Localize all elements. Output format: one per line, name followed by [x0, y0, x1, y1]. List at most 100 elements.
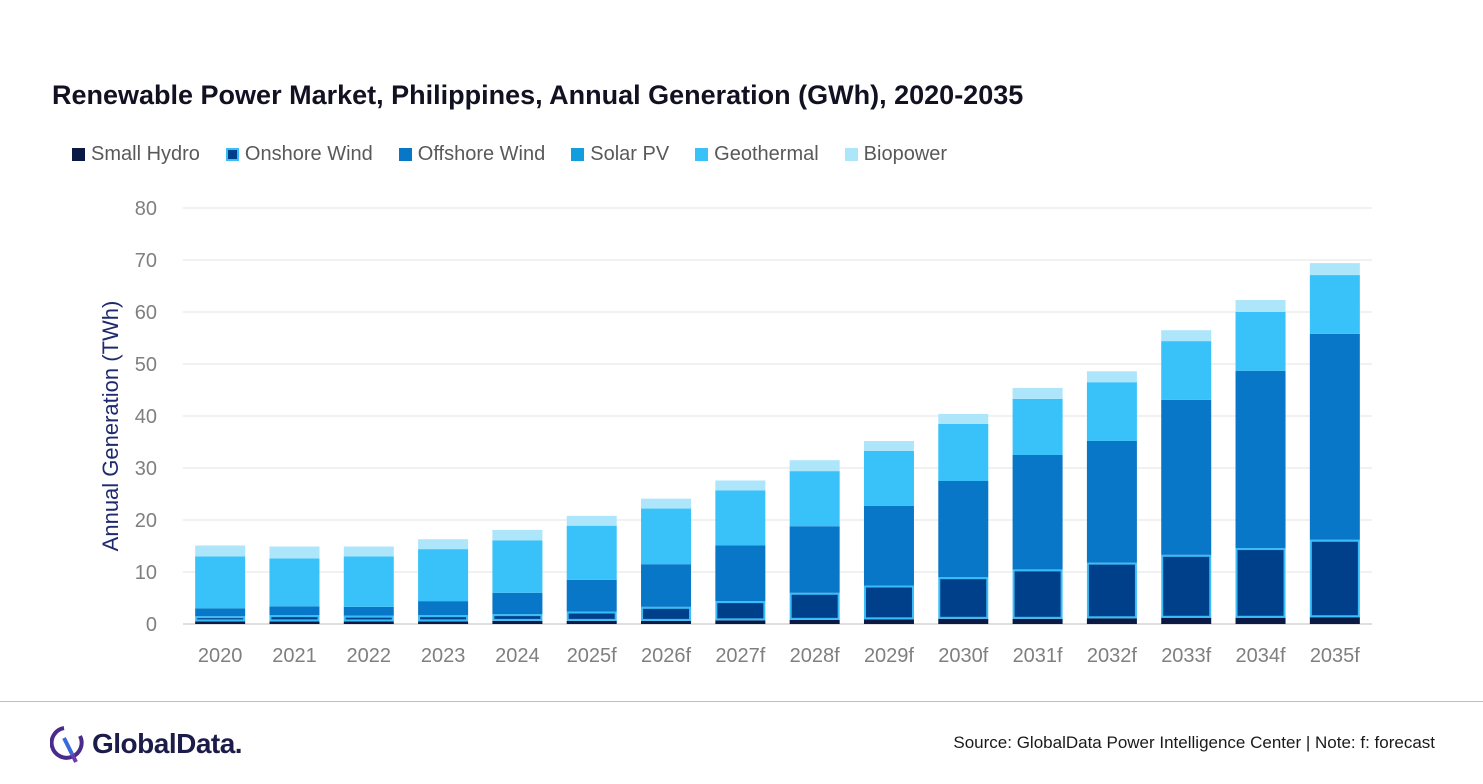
- x-tick-label: 2035f: [1310, 645, 1360, 667]
- y-tick-label: 70: [135, 250, 157, 272]
- bar-segment-onshore-wind: [1235, 548, 1286, 618]
- bar-segment-geothermal: [1235, 312, 1286, 371]
- bar-segment-small-hydro: [195, 621, 246, 624]
- source-note: Source: GlobalData Power Intelligence Ce…: [953, 733, 1435, 752]
- bar-segment-offshore-wind: [789, 526, 840, 593]
- bar-segment-onshore-wind: [863, 585, 914, 620]
- footer-divider: [0, 701, 1483, 702]
- legend-label: Biopower: [863, 143, 948, 165]
- bar-segment-offshore-wind: [343, 606, 394, 616]
- bar-segment-onshore-wind: [789, 592, 840, 620]
- bar-segment-offshore-wind: [195, 608, 246, 617]
- bar-segment-geothermal: [269, 558, 320, 607]
- x-tick-label: 2024: [495, 645, 540, 667]
- bar-segment-geothermal: [195, 556, 246, 609]
- bar-segment-biopower: [1309, 263, 1360, 276]
- bar-segment-onshore-wind: [1086, 562, 1137, 619]
- x-tick-label: 2021: [272, 645, 317, 667]
- bar-segment-onshore-wind: [418, 615, 469, 622]
- bar-segment-onshore-wind: [269, 615, 320, 622]
- bar-segment-small-hydro: [1161, 617, 1212, 624]
- bar-segment-offshore-wind: [863, 505, 914, 586]
- bar-segment-geothermal: [789, 471, 840, 527]
- x-tick-label: 2022: [347, 645, 392, 667]
- bar-segment-geothermal: [1161, 341, 1212, 400]
- bar-segment-onshore-wind: [715, 601, 766, 621]
- x-tick-label: 2033f: [1161, 645, 1211, 667]
- x-tick-label: 2025f: [567, 645, 617, 667]
- bar-segment-onshore-wind: [1161, 554, 1212, 618]
- x-tick-label: 2028f: [790, 645, 840, 667]
- bar-segment-small-hydro: [1235, 617, 1286, 624]
- bar-segment-geothermal: [1086, 382, 1137, 441]
- bar-segment-onshore-wind: [492, 614, 543, 621]
- bar-segment-geothermal: [566, 525, 617, 580]
- bar-segment-offshore-wind: [1309, 333, 1360, 540]
- y-tick-label: 60: [135, 302, 157, 324]
- bar-segment-small-hydro: [863, 619, 914, 624]
- legend: Small Hydro Onshore Wind Offshore Wind Sola…: [72, 143, 973, 166]
- bar-segment-biopower: [789, 460, 840, 472]
- bar-segment-small-hydro: [789, 619, 840, 624]
- bar-segment-onshore-wind: [1309, 539, 1360, 618]
- x-tick-label: 2027f: [715, 645, 765, 667]
- bar-segment-onshore-wind: [343, 615, 394, 622]
- bar-segment-small-hydro: [1086, 618, 1137, 624]
- legend-swatch: [844, 148, 858, 161]
- bar-segment-geothermal: [1309, 275, 1360, 334]
- bar-segment-offshore-wind: [492, 592, 543, 615]
- legend-label: Offshore Wind: [417, 143, 546, 165]
- bar-segment-offshore-wind: [641, 564, 692, 607]
- legend-label: Geothermal: [714, 143, 819, 165]
- bar-segment-biopower: [1161, 330, 1212, 342]
- bar-segment-small-hydro: [715, 620, 766, 624]
- legend-label: Onshore Wind: [244, 143, 373, 165]
- chart-area: 0 10 20 30 40 50 60 70 80 Annual Generation (TWh)…: [98, 198, 1372, 667]
- bar-segment-geothermal: [343, 556, 394, 607]
- bar-segment-geothermal: [715, 490, 766, 546]
- legend-swatch: [695, 148, 709, 161]
- bar-segment-biopower: [715, 480, 766, 491]
- bar-segment-offshore-wind: [1235, 370, 1286, 549]
- globaldata-logo: GlobalData.: [50, 724, 243, 764]
- legend-item-onshore-wind: Onshore Wind: [225, 143, 373, 166]
- bar-segment-biopower: [418, 539, 469, 550]
- bar-segment-geothermal: [492, 540, 543, 593]
- bar-segment-offshore-wind: [938, 481, 989, 578]
- bar-segment-biopower: [195, 545, 246, 557]
- y-tick-label: 10: [135, 562, 157, 584]
- legend-swatch: [398, 148, 412, 161]
- legend-item-offshore-wind: Offshore Wind: [398, 143, 546, 166]
- x-tick-label: 2034f: [1236, 645, 1286, 667]
- y-tick-label: 20: [135, 510, 157, 532]
- bar-segment-biopower: [269, 546, 320, 559]
- y-tick-label: 50: [135, 354, 157, 376]
- x-tick-label: 2026f: [641, 645, 691, 667]
- globaldata-logo-icon: [50, 726, 84, 763]
- bar-segment-biopower: [641, 498, 692, 509]
- bar-segment-offshore-wind: [715, 545, 766, 602]
- bar-segment-onshore-wind: [566, 611, 617, 621]
- bar-segment-small-hydro: [641, 620, 692, 624]
- bar-segment-small-hydro: [938, 618, 989, 624]
- chart-title: Renewable Power Market, Philippines, Ann…: [52, 80, 1024, 110]
- bar-segment-small-hydro: [566, 620, 617, 624]
- bar-segment-small-hydro: [343, 621, 394, 624]
- bar-segment-biopower: [343, 546, 394, 557]
- legend-label: Small Hydro: [91, 143, 200, 165]
- legend-swatch: [72, 148, 85, 161]
- bar-segment-small-hydro: [418, 621, 469, 624]
- bar-segment-onshore-wind: [938, 577, 989, 619]
- y-tick-label: 80: [135, 198, 157, 220]
- x-tick-label: 2030f: [938, 645, 988, 667]
- bar-segment-onshore-wind: [1012, 569, 1063, 619]
- legend-item-geothermal: Geothermal: [695, 143, 819, 166]
- bar-segment-biopower: [938, 413, 989, 424]
- bar-segment-biopower: [1235, 300, 1286, 312]
- legend-swatch: [571, 148, 585, 161]
- legend-item-small-hydro: Small Hydro: [72, 143, 200, 166]
- x-tick-label: 2032f: [1087, 645, 1137, 667]
- bar-segment-small-hydro: [492, 620, 543, 624]
- legend-label: Solar PV: [590, 143, 670, 165]
- logo-text: GlobalData.: [92, 728, 243, 759]
